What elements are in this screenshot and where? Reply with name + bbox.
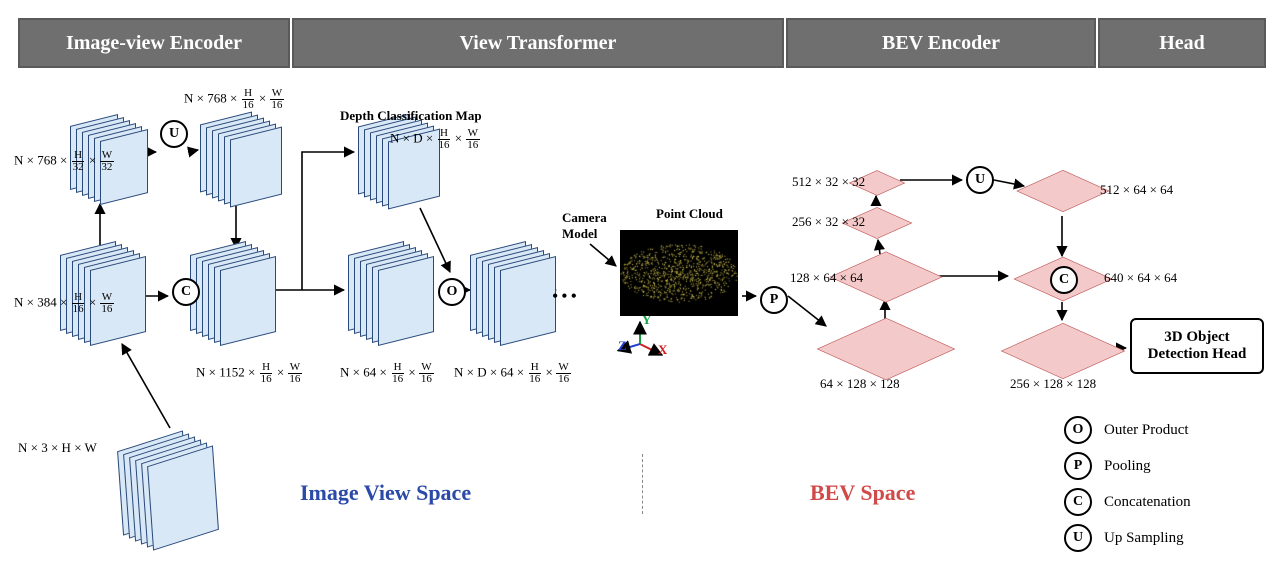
bev-r64 [817, 318, 956, 380]
op-p-cP: P [760, 286, 788, 314]
op-u-cU1: U [160, 120, 188, 148]
label-l2: N × 768 × H32 × W32 [14, 150, 114, 173]
legend-icon: P [1064, 452, 1092, 480]
label-l6: N × D × 64 × H16 × W16 [454, 362, 571, 385]
svg-text:Z: Z [618, 338, 627, 353]
legend-text: Outer Product [1104, 422, 1189, 439]
label-l11: N × 3 × H × W [18, 440, 97, 456]
legend-icon: C [1064, 488, 1092, 516]
label-l16: 512 × 64 × 64 [1100, 182, 1173, 198]
arrow [122, 344, 170, 428]
label-l10: Point Cloud [656, 206, 723, 222]
header-view-transformer: View Transformer [292, 18, 784, 68]
header-bev-encoder: BEV Encoder [786, 18, 1096, 68]
legend-concatenation: C Concatenation [1064, 488, 1191, 516]
op-u-cU2: U [966, 166, 994, 194]
legend-icon: U [1064, 524, 1092, 552]
label-l8: N × D × H16 × W16 [390, 128, 480, 151]
arrow [590, 244, 616, 266]
arrow [994, 180, 1024, 186]
arrow [878, 240, 880, 254]
ellipsis: ••• [552, 286, 580, 307]
label-l7: Depth Classification Map [340, 108, 482, 124]
label-l5: N × 64 × H16 × W16 [340, 362, 434, 385]
header-image-view-encoder: Image-view Encoder [18, 18, 290, 68]
arrow [302, 152, 354, 290]
label-l15: 512 × 32 × 32 [792, 174, 865, 190]
op-c-cC2: C [1050, 266, 1078, 294]
arrow [188, 150, 198, 152]
svg-text:X: X [658, 342, 668, 357]
label-l14: 256 × 32 × 32 [792, 214, 865, 230]
label-l13: 128 × 64 × 64 [790, 270, 863, 286]
label-l17: 640 × 64 × 64 [1104, 270, 1177, 286]
legend-text: Concatenation [1104, 494, 1191, 511]
detection-head-box: 3D ObjectDetection Head [1130, 318, 1264, 374]
op-o-cO: O [438, 278, 466, 306]
legend-text: Pooling [1104, 458, 1151, 475]
label-l18: 256 × 128 × 128 [1010, 376, 1096, 392]
legend-pooling: P Pooling [1064, 452, 1151, 480]
label-l1: N × 384 × H16 × W16 [14, 292, 114, 315]
label-l9: CameraModel [562, 210, 607, 242]
space-label: BEV Space [810, 480, 915, 506]
legend-icon: O [1064, 416, 1092, 444]
header-head: Head [1098, 18, 1266, 68]
arrow [788, 296, 826, 326]
space-divider [642, 454, 643, 514]
point-cloud [620, 230, 738, 316]
legend-text: Up Sampling [1104, 530, 1184, 547]
bev-r256b [1001, 323, 1125, 379]
label-l4: N × 1152 × H16 × W16 [196, 362, 302, 385]
label-l3: N × 768 × H16 × W16 [184, 88, 284, 111]
label-l12: 64 × 128 × 128 [820, 376, 900, 392]
bev-r512b [1016, 170, 1109, 212]
space-label: Image View Space [300, 480, 471, 506]
legend-outer-product: O Outer Product [1064, 416, 1189, 444]
op-c-cC1: C [172, 278, 200, 306]
legend-up-sampling: U Up Sampling [1064, 524, 1184, 552]
